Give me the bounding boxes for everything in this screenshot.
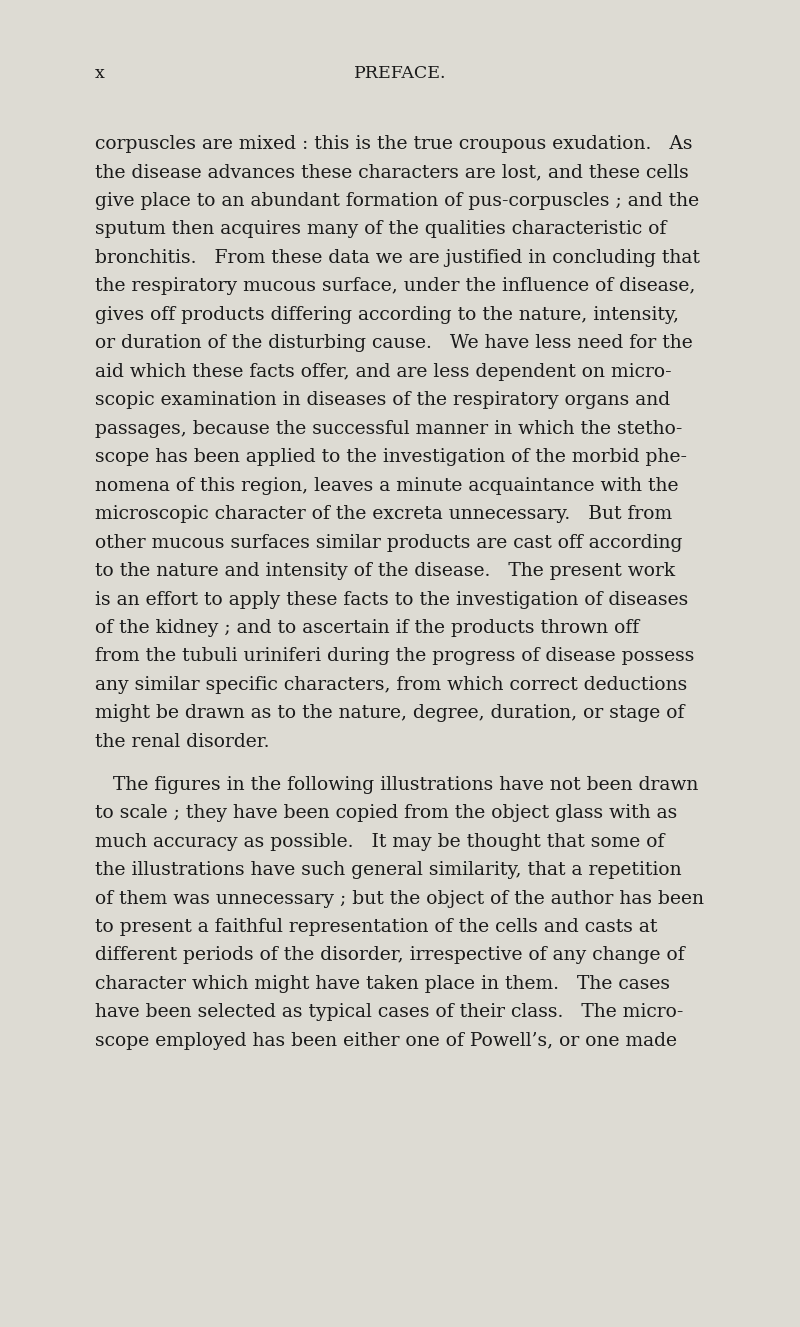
Text: to the nature and intensity of the disease.   The present work: to the nature and intensity of the disea… (95, 563, 675, 580)
Text: other mucous surfaces similar products are cast off according: other mucous surfaces similar products a… (95, 533, 682, 552)
Text: of them was unnecessary ; but the object of the author has been: of them was unnecessary ; but the object… (95, 889, 704, 908)
Text: to scale ; they have been copied from the object glass with as: to scale ; they have been copied from th… (95, 804, 678, 823)
Text: scopic examination in diseases of the respiratory organs and: scopic examination in diseases of the re… (95, 391, 670, 409)
Text: gives off products differing according to the nature, intensity,: gives off products differing according t… (95, 305, 679, 324)
Text: to present a faithful representation of the cells and casts at: to present a faithful representation of … (95, 918, 658, 936)
Text: scope employed has been either one of Powell’s, or one made: scope employed has been either one of Po… (95, 1032, 677, 1050)
Text: of the kidney ; and to ascertain if the products thrown off: of the kidney ; and to ascertain if the … (95, 618, 639, 637)
Text: have been selected as typical cases of their class.   The micro-: have been selected as typical cases of t… (95, 1003, 683, 1022)
Text: nomena of this region, leaves a minute acquaintance with the: nomena of this region, leaves a minute a… (95, 476, 678, 495)
Text: the illustrations have such general similarity, that a repetition: the illustrations have such general simi… (95, 861, 682, 878)
Text: corpuscles are mixed : this is the true croupous exudation.   As: corpuscles are mixed : this is the true … (95, 135, 693, 153)
Text: the disease advances these characters are lost, and these cells: the disease advances these characters ar… (95, 163, 689, 182)
Text: x: x (95, 65, 105, 82)
Text: bronchitis.   From these data we are justified in concluding that: bronchitis. From these data we are justi… (95, 249, 700, 267)
Text: from the tubuli uriniferi during the progress of disease possess: from the tubuli uriniferi during the pro… (95, 648, 694, 666)
Text: the respiratory mucous surface, under the influence of disease,: the respiratory mucous surface, under th… (95, 277, 695, 296)
Text: is an effort to apply these facts to the investigation of diseases: is an effort to apply these facts to the… (95, 591, 688, 609)
Text: microscopic character of the excreta unnecessary.   But from: microscopic character of the excreta unn… (95, 506, 672, 523)
Text: the renal disorder.: the renal disorder. (95, 733, 270, 751)
Text: or duration of the disturbing cause.   We have less need for the: or duration of the disturbing cause. We … (95, 334, 693, 352)
Text: scope has been applied to the investigation of the morbid phe-: scope has been applied to the investigat… (95, 449, 687, 466)
Text: give place to an abundant formation of pus-corpuscles ; and the: give place to an abundant formation of p… (95, 192, 699, 210)
Text: sputum then acquires many of the qualities characteristic of: sputum then acquires many of the qualiti… (95, 220, 666, 239)
Text: The figures in the following illustrations have not been drawn: The figures in the following illustratio… (95, 775, 698, 794)
Text: different periods of the disorder, irrespective of any change of: different periods of the disorder, irres… (95, 946, 685, 965)
Text: much accuracy as possible.   It may be thought that some of: much accuracy as possible. It may be tho… (95, 832, 664, 851)
Text: passages, because the successful manner in which the stetho-: passages, because the successful manner … (95, 419, 682, 438)
Text: character which might have taken place in them.   The cases: character which might have taken place i… (95, 975, 670, 993)
Text: PREFACE.: PREFACE. (354, 65, 446, 82)
Text: might be drawn as to the nature, degree, duration, or stage of: might be drawn as to the nature, degree,… (95, 705, 684, 722)
Text: aid which these facts offer, and are less dependent on micro-: aid which these facts offer, and are les… (95, 362, 672, 381)
Text: any similar specific characters, from which correct deductions: any similar specific characters, from wh… (95, 675, 687, 694)
